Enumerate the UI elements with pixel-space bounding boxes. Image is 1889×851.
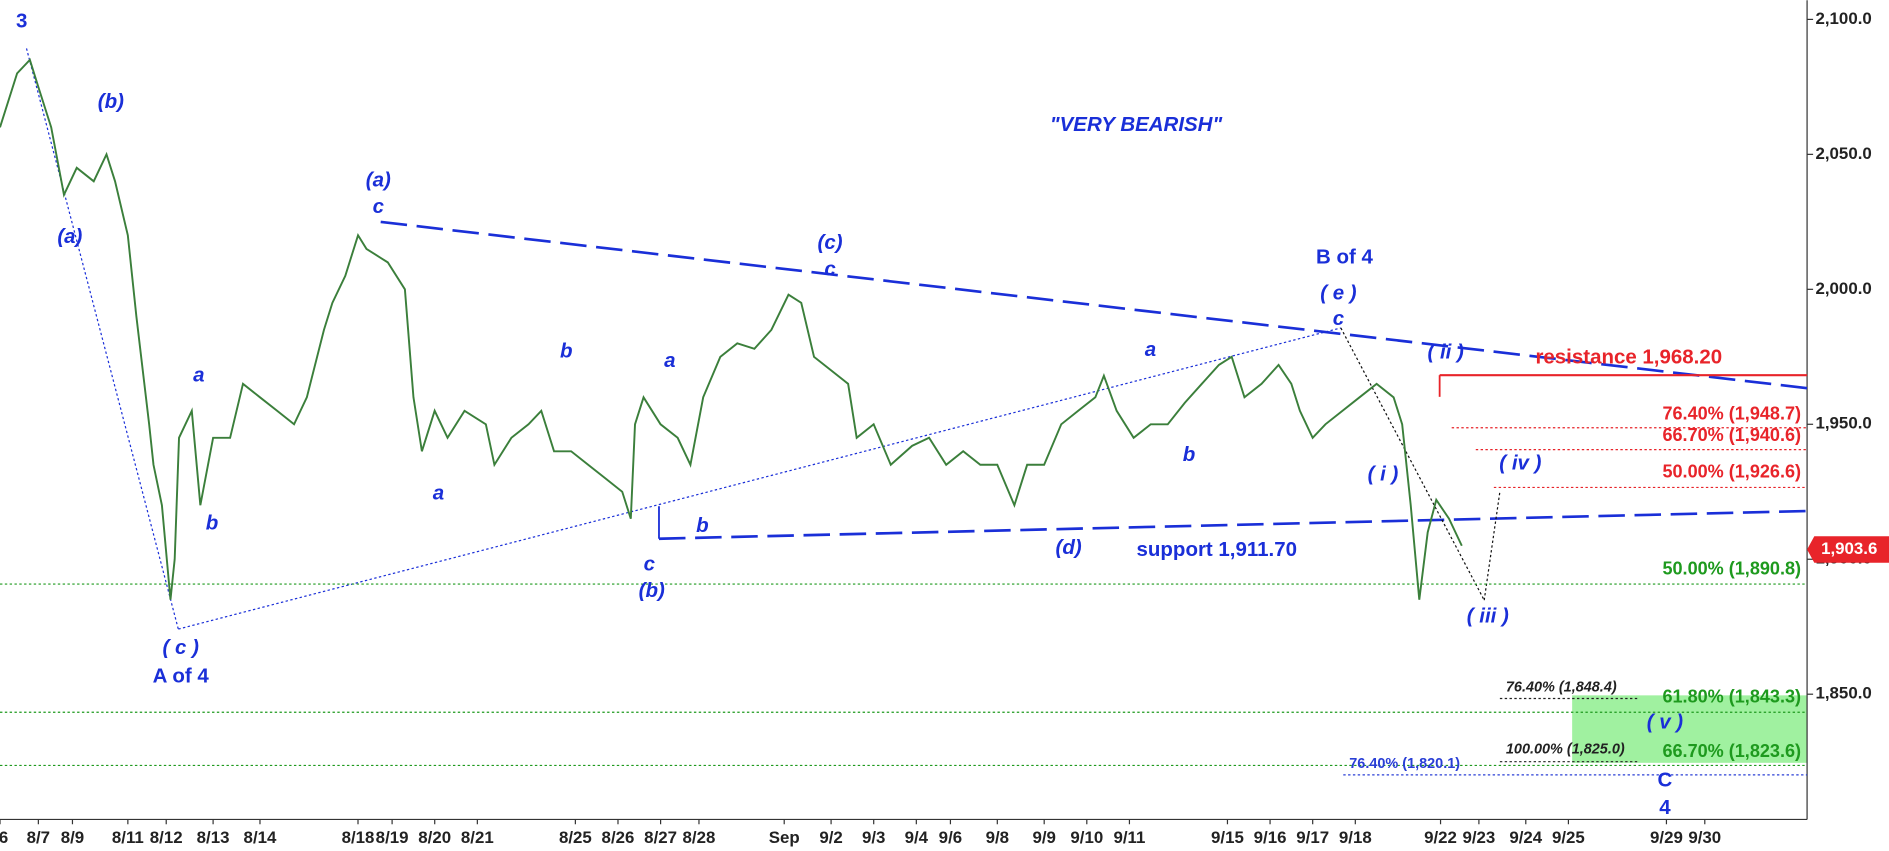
wave-label: (a) [57,225,82,248]
wave-label: a [664,349,675,372]
level-label: 76.40% (1,820.1) [1349,756,1460,772]
x-tick-label: 8/12 [150,828,183,847]
level-label: 61.80% (1,843.3) [1662,687,1801,707]
wave-label: b [560,339,573,362]
wave-label: ( v ) [1647,710,1684,733]
level-label: 76.40% (1,848.4) [1506,679,1617,695]
y-tick-label: 2,100.0 [1816,9,1872,28]
wave-label: ( c ) [163,636,200,659]
last-price-label: 1,903.6 [1821,539,1877,558]
x-tick-label: 9/8 [986,828,1009,847]
y-tick-label: 2,000.0 [1816,279,1872,298]
wave-label: ( e ) [1320,282,1357,305]
x-tick-label: 9/9 [1032,828,1055,847]
x-tick-label: 8/9 [61,828,84,847]
wave-label: a [433,482,444,505]
x-tick-label: 9/30 [1688,828,1721,847]
x-tick-label: 9/18 [1339,828,1372,847]
y-tick-label: 2,050.0 [1816,144,1872,163]
price-line [0,58,1463,600]
level-label: 66.70% (1,823.6) [1662,741,1801,761]
wave-label: (a) [366,168,391,191]
wave-label: a [1145,338,1156,361]
wave-label: (d) [1056,536,1082,559]
wave-label: ( iii ) [1467,604,1509,627]
wave-label: B of 4 [1316,245,1373,268]
wave-line [25,48,179,630]
wave-label: ( iv ) [1499,451,1541,474]
x-tick-label: 9/17 [1296,828,1329,847]
wave-label: c [373,195,385,218]
wave-label: b [1183,443,1196,466]
x-tick-label: 9/22 [1424,828,1457,847]
x-tick-label: 9/4 [905,828,929,847]
trendline [380,220,1808,390]
level-label: 76.40% (1,948.7) [1662,403,1801,423]
x-tick-label: 8/21 [461,828,494,847]
level-label: 50.00% (1,926.6) [1662,462,1801,482]
x-tick-label: 9/2 [819,828,842,847]
x-tick-label: 8/27 [644,828,677,847]
x-tick-label: 8/25 [559,828,592,847]
x-tick-label: 9/16 [1254,828,1287,847]
x-tick-label: 8/28 [683,828,716,847]
wave-label: ( ii ) [1427,341,1464,364]
x-tick-label: 9/24 [1509,828,1542,847]
level-label: 100.00% (1,825.0) [1506,741,1625,757]
x-tick-label: 9/10 [1070,828,1103,847]
last-price-tag [1807,536,1889,563]
wave-label: "VERY BEARISH" [1050,113,1223,136]
wave-label: ( i ) [1368,462,1399,485]
wave-label: c [824,257,836,280]
wave-label: b [206,512,219,535]
wave-label: c [1333,307,1345,330]
y-tick-label: 1,850.0 [1816,684,1872,703]
wave-label: (b) [639,579,665,602]
level-label: 50.00% (1,890.8) [1662,558,1801,578]
wave-label: a [193,364,204,387]
x-tick-label: Sep [769,828,800,847]
x-tick-label: 8/11 [112,828,144,847]
x-tick-label: 8/7 [27,828,50,847]
x-tick-label: 9/11 [1113,828,1145,847]
wave-label: (b) [98,90,124,113]
trendline [658,509,1808,541]
wave-line [1483,491,1501,601]
wave-label: c [644,553,656,576]
wave-label: (c) [818,231,843,254]
y-tick-label: 1,950.0 [1816,414,1872,433]
x-tick-label: 8/18 [342,828,375,847]
x-tick-label: 8/13 [197,828,230,847]
wave-label: b [696,514,709,537]
x-tick-label: 8/26 [602,828,635,847]
x-tick-label: 9/3 [862,828,885,847]
x-tick-label: 8/20 [418,828,451,847]
x-tick-label: 8/19 [376,828,409,847]
wave-label: 4 [1659,796,1671,819]
x-tick-label: 9/29 [1650,828,1683,847]
x-tick-label: 9/25 [1552,828,1585,847]
wave-label: A of 4 [153,665,210,688]
wave-label: 3 [16,9,27,32]
x-tick-label: 6 [0,828,8,847]
x-tick-label: 9/23 [1462,828,1495,847]
wave-label: support 1,911.70 [1137,538,1297,561]
wave-label: C [1658,768,1673,791]
x-tick-label: 9/6 [939,828,962,847]
level-label: resistance 1,968.20 [1535,346,1722,369]
wave-line [1340,327,1485,601]
x-tick-label: 9/15 [1211,828,1244,847]
target-zone [1572,695,1808,763]
level-label: 66.70% (1,940.6) [1662,425,1801,445]
x-tick-label: 8/14 [244,828,277,847]
